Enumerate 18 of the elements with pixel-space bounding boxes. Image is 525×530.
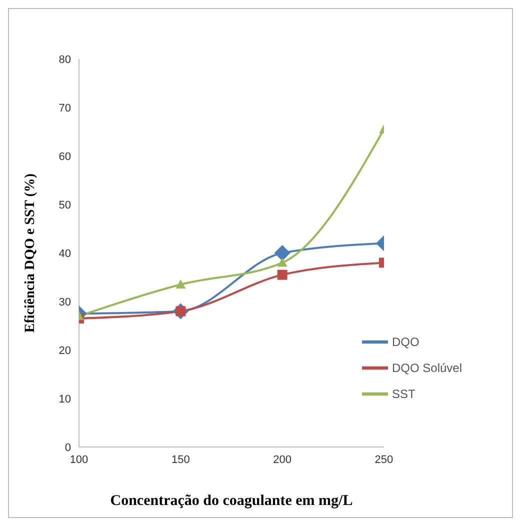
x-axis-title: Concentração do coagulante em mg/L [110, 493, 353, 509]
legend-label: DQO Solúvel [392, 360, 462, 375]
legend-label: DQO [392, 334, 420, 349]
x-tick-label: 150 [171, 454, 190, 466]
y-tick-label: 30 [58, 296, 71, 308]
x-tick-label: 100 [70, 454, 88, 466]
y-tick-label: 10 [58, 393, 71, 406]
y-tick-label: 50 [58, 199, 71, 212]
y-tick-label: 40 [58, 248, 71, 260]
x-tick-label: 250 [374, 454, 394, 466]
y-tick-label: 20 [58, 344, 71, 357]
legend-label: SST [392, 386, 416, 401]
y-axis-title: Eficiência DQO e SST (%) [22, 173, 38, 333]
y-tick-label: 70 [58, 102, 71, 114]
y-tick-label: 60 [58, 150, 71, 163]
y-tick-label: 0 [64, 442, 71, 454]
x-tick-label: 200 [273, 454, 292, 466]
y-tick-label: 80 [58, 54, 71, 66]
